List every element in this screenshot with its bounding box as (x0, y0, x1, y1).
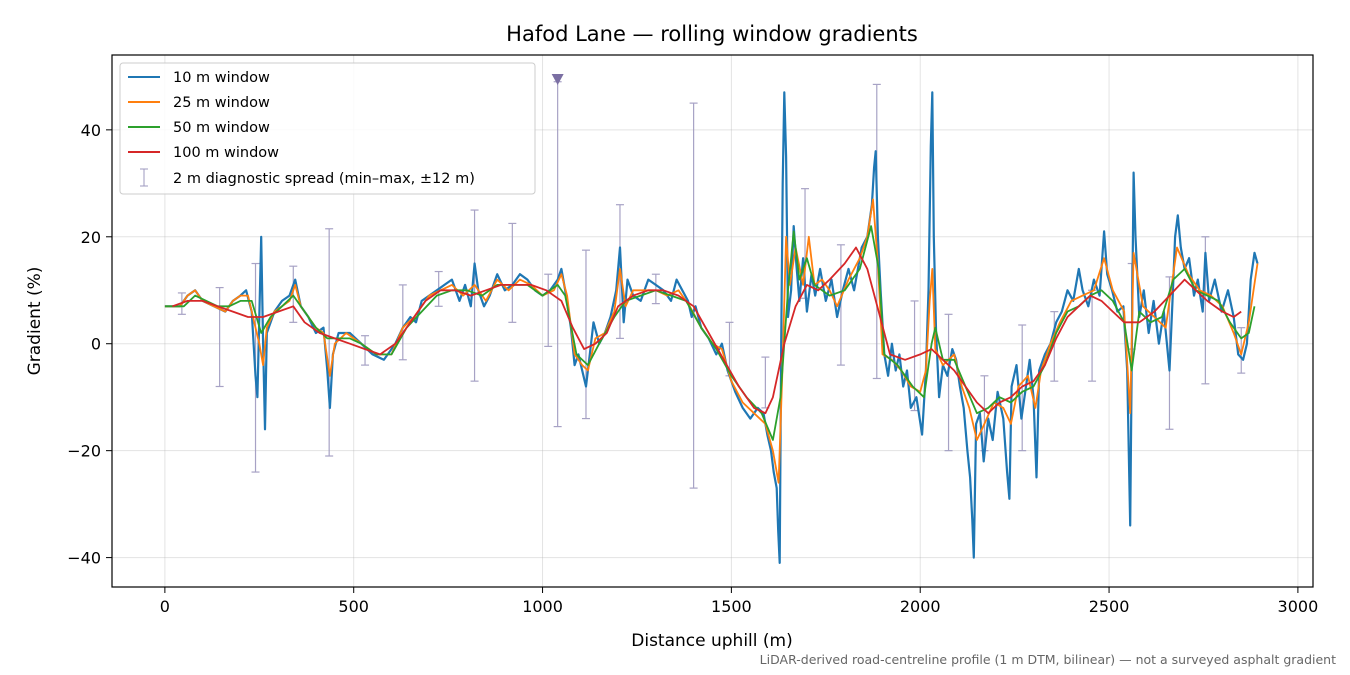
legend-label-10m: 10 m window (173, 70, 270, 86)
spread-errorbar (215, 286, 224, 388)
x-tick-label: 0 (160, 597, 170, 616)
spread-errorbar (470, 209, 479, 382)
spread-errorbar (836, 244, 845, 366)
chart-title: Hafod Lane — rolling window gradients (506, 22, 918, 46)
spread-errorbar (325, 228, 334, 457)
x-tick-label: 1500 (711, 597, 752, 616)
legend-label-25m: 25 m window (173, 95, 270, 111)
x-tick-label: 2000 (900, 597, 941, 616)
markers (551, 74, 564, 86)
y-axis-ticks: −40 −20 0 20 40 (67, 121, 112, 568)
series-lines (164, 91, 1259, 564)
legend: 10 m window 25 m window 50 m window 100 … (119, 62, 536, 195)
legend-swatch-spread (140, 168, 148, 187)
footnote: LiDAR-derived road-centreline profile (1… (760, 652, 1336, 667)
y-tick-label: −40 (67, 549, 101, 568)
x-tick-label: 3000 (1278, 597, 1319, 616)
x-tick-label: 2500 (1089, 597, 1130, 616)
spread-errorbar (581, 249, 590, 420)
spread-errorbar (398, 284, 407, 361)
spread-errorbar (1018, 324, 1027, 452)
y-tick-label: 40 (81, 121, 101, 140)
spread-errorbar (361, 335, 370, 366)
legend-label-100m: 100 m window (173, 145, 279, 161)
spread-errorbar (508, 222, 517, 323)
spread-errorbar (944, 313, 953, 452)
legend-box (119, 62, 536, 195)
x-tick-label: 500 (338, 597, 369, 616)
legend-label-spread: 2 m diagnostic spread (min–max, ±12 m) (173, 171, 475, 187)
spread-errorbar (1050, 311, 1059, 382)
spread-errorbar (289, 265, 298, 323)
y-axis-label: Gradient (%) (25, 267, 45, 376)
spread-errorbar (544, 273, 553, 347)
series-line-4 (172, 246, 1242, 415)
legend-label-50m: 50 m window (173, 120, 270, 136)
y-tick-label: 20 (81, 228, 101, 247)
plot-frame (111, 54, 1314, 588)
triangle-marker (551, 74, 564, 86)
series-line-3 (164, 225, 1256, 441)
x-axis-ticks: 0 500 1000 1500 2000 2500 3000 (160, 587, 1318, 616)
y-tick-label: −20 (67, 442, 101, 461)
x-axis-label: Distance uphill (m) (631, 631, 792, 651)
spread-errorbar (689, 102, 698, 489)
spread-errorbar (651, 273, 660, 305)
x-tick-label: 1000 (522, 597, 563, 616)
series-line-2 (164, 198, 1259, 484)
y-tick-label: 0 (91, 335, 101, 354)
